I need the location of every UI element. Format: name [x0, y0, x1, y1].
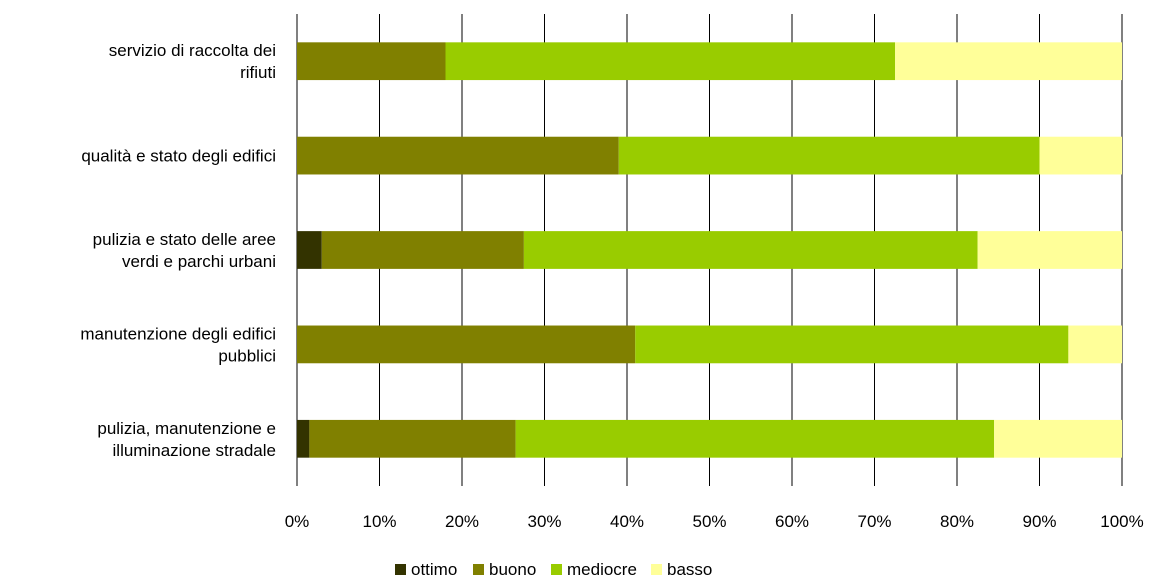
bar-segment-basso	[1039, 136, 1122, 175]
bar-segment-buono	[297, 325, 636, 364]
bar-segment-basso	[895, 42, 1122, 81]
bars	[297, 42, 1122, 458]
x-tick-label: 70%	[857, 512, 891, 531]
x-tick-label: 50%	[692, 512, 726, 531]
legend-label-ottimo: ottimo	[411, 560, 457, 579]
bar-segment-buono	[321, 231, 524, 269]
bar-segment-basso	[994, 419, 1122, 458]
category-label: servizio di raccolta dei rifiuti	[109, 41, 276, 82]
category-labels: servizio di raccolta dei rifiuti qualità e…	[80, 41, 276, 460]
legend-label-mediocre: mediocre	[567, 560, 637, 579]
bar-segment-mediocre	[515, 419, 995, 458]
x-tick-label: 20%	[445, 512, 479, 531]
category-label: pulizia e stato delle aree verdi e parchi…	[93, 230, 276, 271]
legend-swatch-buono	[473, 564, 484, 575]
bar-segment-mediocre	[445, 42, 896, 81]
bar-segment-buono	[297, 136, 619, 175]
category-label: qualità e stato degli edifici	[81, 147, 276, 166]
legend-swatch-mediocre	[551, 564, 562, 575]
x-tick-label: 80%	[940, 512, 974, 531]
bar-segment-buono	[309, 419, 516, 458]
x-tick-label: 30%	[527, 512, 561, 531]
bar-segment-basso	[1068, 325, 1122, 364]
bar-segment-buono	[297, 42, 446, 81]
bar-segment-basso	[977, 231, 1122, 269]
x-tick-labels: 0% 10% 20% 30% 40% 50% 60% 70% 80% 90% 100%	[285, 512, 1144, 531]
category-label: pulizia, manutenzione e illuminazione str…	[97, 419, 276, 460]
x-tick-label: 100%	[1100, 512, 1143, 531]
legend: ottimo buono mediocre basso	[395, 560, 712, 579]
legend-label-buono: buono	[489, 560, 536, 579]
legend-label-basso: basso	[667, 560, 712, 579]
bar-segment-ottimo	[297, 231, 322, 269]
bar-segment-mediocre	[523, 231, 978, 269]
x-tick-label: 60%	[775, 512, 809, 531]
legend-swatch-basso	[651, 564, 662, 575]
legend-swatch-ottimo	[395, 564, 406, 575]
x-tick-label: 0%	[285, 512, 310, 531]
bar-segment-mediocre	[618, 136, 1040, 175]
bar-segment-mediocre	[635, 325, 1069, 364]
x-tick-label: 10%	[362, 512, 396, 531]
category-label: manutenzione degli edifici pubblici	[80, 324, 276, 365]
bar-segment-ottimo	[297, 419, 310, 458]
x-tick-label: 40%	[610, 512, 644, 531]
x-tick-label: 90%	[1022, 512, 1056, 531]
